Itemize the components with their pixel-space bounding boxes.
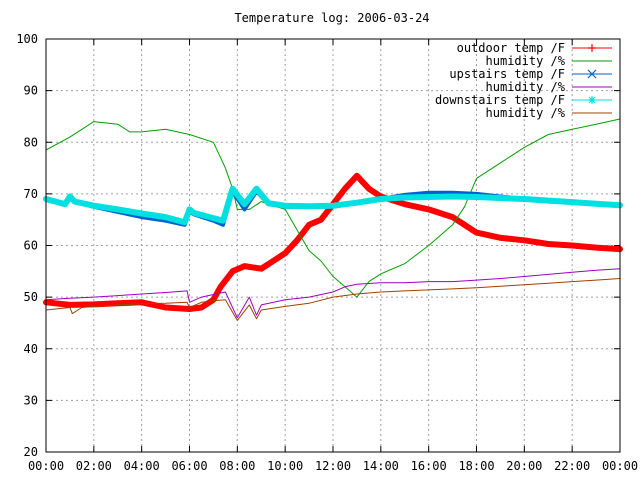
x-tick-label: 14:00 (363, 459, 399, 473)
y-tick-label: 70 (24, 187, 38, 201)
legend-marker (587, 69, 597, 79)
y-tick-label: 30 (24, 393, 38, 407)
y-tick-label: 20 (24, 445, 38, 459)
x-tick-label: 16:00 (411, 459, 447, 473)
y-tick-label: 50 (24, 290, 38, 304)
axes: 20 30 40 50 60 70 80 90 100 00:00 02:00 04:00 06:00 0… (16, 32, 638, 473)
grid (46, 39, 620, 452)
x-tick-label: 00:00 (28, 459, 64, 473)
y-tick-label: 60 (24, 239, 38, 253)
x-tick-label: 22:00 (554, 459, 590, 473)
series-line-4 (43, 185, 623, 226)
x-tick-label: 06:00 (171, 459, 207, 473)
plot-frame (45, 38, 621, 453)
legend-marker (588, 96, 596, 104)
x-tick-label: 18:00 (458, 459, 494, 473)
legend-label: upstairs temp /F (449, 67, 565, 81)
x-tick-label: 20:00 (506, 459, 542, 473)
x-tick-label: 10:00 (267, 459, 303, 473)
x-tick-label: 00:00 (602, 459, 638, 473)
y-tick-label: 80 (24, 135, 38, 149)
y-tick-label: 40 (24, 342, 38, 356)
legend-label: humidity /% (486, 54, 566, 68)
legend-marker (588, 44, 596, 52)
series-group (43, 118, 623, 321)
legend-label: outdoor temp /F (457, 41, 565, 55)
series-line-5 (45, 278, 621, 321)
legend-label: downstairs temp /F (435, 93, 565, 107)
legend-label: humidity /% (486, 106, 566, 120)
y-tick-label: 100 (16, 32, 38, 46)
chart-title: Temperature log: 2006-03-24 (234, 11, 429, 25)
series-line-0 (43, 172, 623, 312)
series-line-1 (45, 118, 621, 298)
x-tick-label: 08:00 (219, 459, 255, 473)
x-tick-label: 04:00 (124, 459, 160, 473)
legend-label: humidity /% (486, 80, 566, 94)
x-tick-label: 12:00 (315, 459, 351, 473)
y-tick-label: 90 (24, 84, 38, 98)
x-tick-label: 02:00 (76, 459, 112, 473)
series-line-3 (45, 268, 621, 319)
